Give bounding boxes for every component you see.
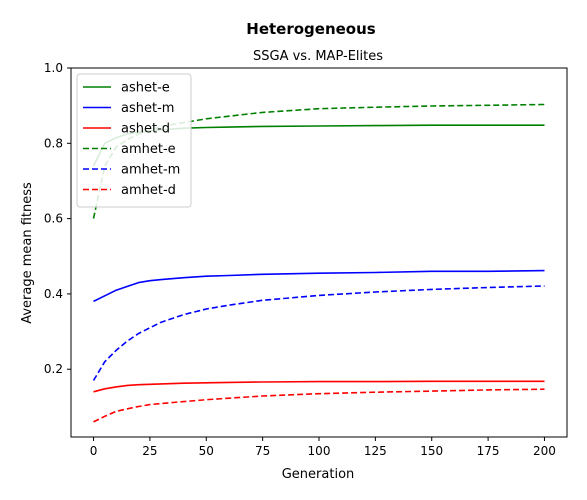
legend-label: ashet-e: [121, 81, 170, 96]
chart-subtitle: SSGA vs. MAP-Elites: [253, 49, 383, 64]
series-line-amhet-d: [93, 388, 545, 423]
series-line-amhet-m: [92, 285, 545, 381]
x-tick-label: 75: [255, 444, 270, 458]
x-tick-label: 100: [308, 444, 331, 458]
x-tick-label: 175: [477, 444, 500, 458]
x-tick-label: 125: [364, 444, 387, 458]
legend-label: amhet-e: [121, 142, 176, 157]
legend-label: amhet-m: [121, 163, 180, 178]
y-tick-label: 0.6: [44, 212, 63, 226]
y-axis-label: Average mean fitness: [20, 182, 35, 324]
legend-label: ashet-m: [121, 101, 174, 116]
x-tick-label: 50: [199, 444, 214, 458]
x-tick-label: 0: [90, 444, 98, 458]
legend: ashet-e ashet-m ashet-d amhet-e amhet-m amhet…: [76, 73, 192, 208]
x-tick-label: 200: [533, 444, 556, 458]
plot-frame: [70, 67, 568, 438]
series-line-ashet-m: [93, 269, 545, 303]
y-tick-label: 0.8: [44, 136, 63, 150]
tick-layer: 0 25 50 75 100 125 150 175 200 0.2 0.4 0.6 0.8 1.0: [44, 61, 556, 458]
series-line-ashet-d: [93, 380, 545, 393]
y-tick-label: 0.2: [44, 362, 63, 376]
chart-title: Heterogeneous: [246, 20, 376, 38]
y-tick-label: 0.4: [44, 287, 63, 301]
x-axis-label: Generation: [282, 467, 355, 482]
legend-label: amhet-d: [121, 183, 176, 198]
x-tick-label: 25: [142, 444, 157, 458]
legend-label: ashet-d: [121, 122, 170, 137]
x-tick-label: 150: [420, 444, 443, 458]
y-tick-label: 1.0: [44, 61, 63, 75]
